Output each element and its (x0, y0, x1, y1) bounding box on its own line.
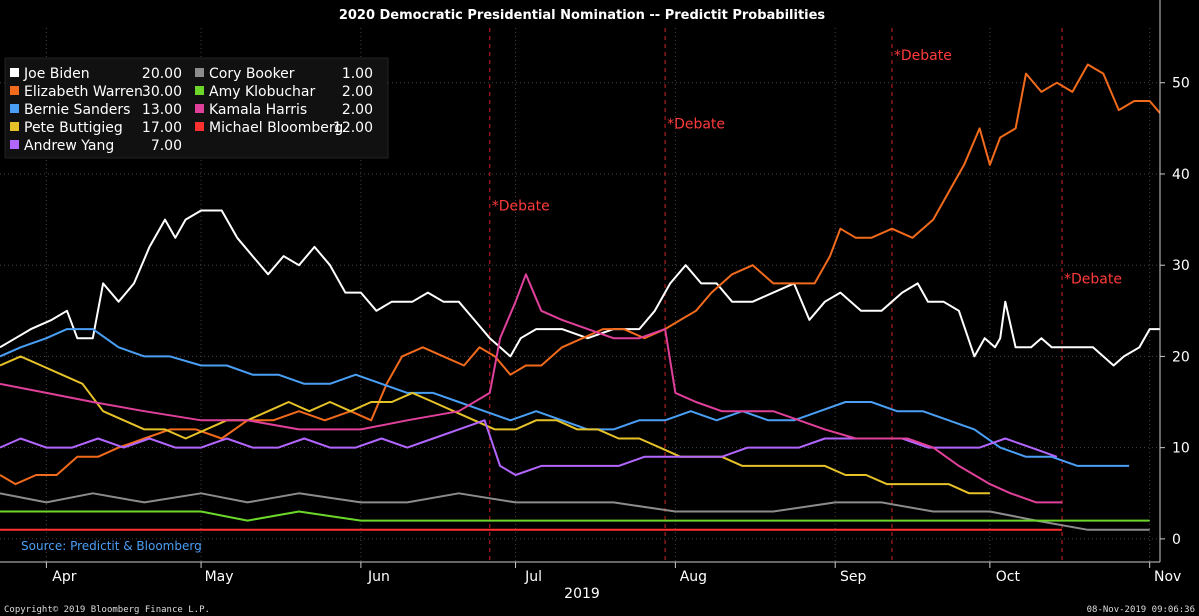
legend-series-name: Andrew Yang (24, 138, 114, 154)
year-label: 2019 (564, 586, 600, 602)
y-tick-label: 30 (1172, 258, 1190, 274)
legend-swatch (195, 104, 204, 113)
debate-annotation: *Debate (894, 48, 952, 64)
legend-series-name: Elizabeth Warren (24, 84, 143, 100)
legend-swatch (10, 104, 19, 113)
legend-series-value: 12.00 (333, 120, 373, 136)
debate-lines: *Debate *Debate *Debate *Debate (489, 28, 1122, 562)
legend-series-name: Michael Bloomberg (209, 120, 343, 136)
legend-series-value: 1.00 (342, 66, 373, 82)
x-tick-label: Oct (996, 569, 1021, 585)
legend-series-name: Pete Buttigieg (24, 120, 123, 136)
x-tick-label: May (205, 569, 234, 585)
legend-series-name: Amy Klobuchar (209, 84, 315, 100)
legend-series-name: Cory Booker (209, 66, 295, 82)
series-line-kamala-harris (0, 273, 1062, 504)
x-tick-label: Jun (367, 569, 390, 585)
series-lines (0, 63, 1160, 531)
legend-swatch (10, 122, 19, 131)
copyright-text: Copyright© 2019 Bloomberg Finance L.P. (4, 605, 210, 615)
debate-annotation: *Debate (667, 116, 725, 132)
legend-swatch (195, 122, 204, 131)
source-note: Source: Predictit & Bloomberg (21, 539, 202, 553)
x-tick-label: Jul (524, 569, 542, 585)
legend-series-value: 17.00 (142, 120, 182, 136)
timestamp-text: 08-Nov-2019 09:06:36 (1087, 605, 1195, 615)
legend-series-value: 2.00 (342, 84, 373, 100)
x-tick-label: Nov (1154, 569, 1181, 585)
x-axis: Apr May Jun Jul Aug Sep Oct Nov (0, 561, 1181, 585)
series-line-cory-booker (0, 492, 1150, 531)
legend-series-value: 7.00 (151, 138, 182, 154)
legend-series-value: 30.00 (142, 84, 182, 100)
debate-annotation: *Debate (1064, 271, 1122, 287)
legend-series-value: 20.00 (142, 66, 182, 82)
legend-swatch (10, 140, 19, 149)
series-line-bernie-sanders (0, 328, 1130, 467)
series-line-joe-biden (0, 209, 1160, 367)
debate-annotation: *Debate (492, 198, 550, 214)
series-line-pete-buttigieg (0, 355, 990, 495)
legend-swatch (10, 86, 19, 95)
legend-swatch (195, 86, 204, 95)
legend-swatch (10, 68, 19, 77)
y-tick-label: 0 (1172, 532, 1181, 548)
legend: Joe Biden 20.00 Elizabeth Warren 30.00 Berni… (4, 57, 389, 159)
chart-title: 2020 Democratic Presidential Nomination … (339, 8, 826, 23)
series-line-amy-klobuchar (0, 510, 1150, 522)
legend-series-name: Joe Biden (23, 66, 90, 82)
x-tick-label: Aug (680, 569, 707, 585)
y-tick-label: 10 (1172, 441, 1190, 457)
legend-swatch (195, 68, 204, 77)
legend-series-name: Bernie Sanders (24, 102, 130, 118)
y-axis: 0 10 20 30 40 50 (1159, 0, 1190, 562)
legend-series-value: 13.00 (142, 102, 182, 118)
y-tick-label: 20 (1172, 349, 1190, 365)
legend-series-value: 2.00 (342, 102, 373, 118)
legend-series-name: Kamala Harris (209, 102, 307, 118)
y-tick-label: 40 (1172, 167, 1190, 183)
x-tick-label: Sep (840, 569, 867, 585)
y-tick-label: 50 (1172, 76, 1190, 92)
x-tick-label: Apr (52, 569, 76, 585)
